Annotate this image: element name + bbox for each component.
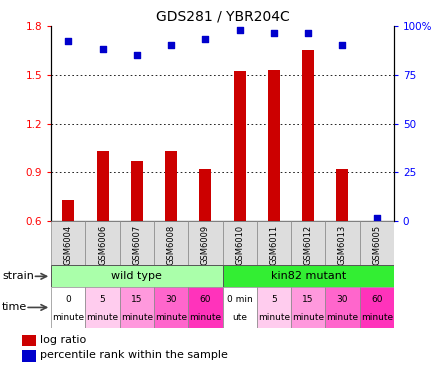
Text: GSM6004: GSM6004 xyxy=(64,225,73,265)
Bar xyxy=(188,221,222,265)
Bar xyxy=(85,287,120,328)
Text: kin82 mutant: kin82 mutant xyxy=(271,271,346,281)
Text: 0 min: 0 min xyxy=(227,295,252,304)
Text: minute: minute xyxy=(326,313,359,322)
Text: 15: 15 xyxy=(131,295,142,304)
Text: GSM6005: GSM6005 xyxy=(372,225,381,265)
Text: GSM6006: GSM6006 xyxy=(98,225,107,265)
Text: minute: minute xyxy=(292,313,324,322)
Bar xyxy=(257,287,291,328)
Point xyxy=(305,30,312,36)
Bar xyxy=(234,71,246,221)
Bar xyxy=(360,221,394,265)
Bar xyxy=(188,287,222,328)
Bar xyxy=(51,221,85,265)
Text: GSM6013: GSM6013 xyxy=(338,225,347,265)
Point xyxy=(99,46,106,52)
Text: minute: minute xyxy=(360,313,393,322)
Text: 30: 30 xyxy=(337,295,348,304)
Text: 5: 5 xyxy=(271,295,277,304)
Text: minute: minute xyxy=(189,313,222,322)
Bar xyxy=(302,50,314,221)
Bar xyxy=(120,221,154,265)
Text: time: time xyxy=(2,302,28,313)
Text: strain: strain xyxy=(2,271,34,281)
Bar xyxy=(154,221,188,265)
Text: minute: minute xyxy=(86,313,119,322)
Text: minute: minute xyxy=(258,313,290,322)
Bar xyxy=(222,221,257,265)
Text: GSM6012: GSM6012 xyxy=(303,225,313,265)
Text: GSM6009: GSM6009 xyxy=(201,225,210,265)
Bar xyxy=(325,221,360,265)
Bar xyxy=(131,161,143,221)
Text: 30: 30 xyxy=(166,295,177,304)
Bar xyxy=(291,287,325,328)
Title: GDS281 / YBR204C: GDS281 / YBR204C xyxy=(156,9,289,23)
Text: log ratio: log ratio xyxy=(40,335,87,345)
Bar xyxy=(325,287,360,328)
Point xyxy=(271,30,278,36)
Text: minute: minute xyxy=(121,313,153,322)
Text: ute: ute xyxy=(232,313,247,322)
Text: minute: minute xyxy=(52,313,85,322)
Point xyxy=(236,27,243,33)
Text: GSM6011: GSM6011 xyxy=(269,225,279,265)
Bar xyxy=(51,265,223,287)
Bar xyxy=(360,287,394,328)
Point xyxy=(339,42,346,48)
Bar xyxy=(336,169,348,221)
Bar xyxy=(257,221,291,265)
Point xyxy=(373,214,380,220)
Text: percentile rank within the sample: percentile rank within the sample xyxy=(40,350,228,360)
Point xyxy=(65,38,72,44)
Bar xyxy=(222,287,257,328)
Point xyxy=(202,36,209,42)
Point xyxy=(168,42,175,48)
Bar xyxy=(22,350,36,362)
Bar xyxy=(199,169,211,221)
Text: GSM6008: GSM6008 xyxy=(166,225,176,265)
Bar xyxy=(51,287,85,328)
Bar xyxy=(22,335,36,346)
Text: wild type: wild type xyxy=(111,271,162,281)
Bar xyxy=(165,151,177,221)
Text: 15: 15 xyxy=(303,295,314,304)
Bar xyxy=(291,221,325,265)
Bar xyxy=(154,287,188,328)
Text: 60: 60 xyxy=(200,295,211,304)
Bar xyxy=(62,200,74,221)
Bar xyxy=(222,265,394,287)
Text: 5: 5 xyxy=(100,295,105,304)
Text: GSM6010: GSM6010 xyxy=(235,225,244,265)
Bar xyxy=(85,221,120,265)
Bar xyxy=(268,70,280,221)
Text: minute: minute xyxy=(155,313,187,322)
Text: GSM6007: GSM6007 xyxy=(132,225,142,265)
Text: 0: 0 xyxy=(65,295,71,304)
Bar xyxy=(97,151,109,221)
Text: 60: 60 xyxy=(371,295,382,304)
Point xyxy=(134,52,141,58)
Bar xyxy=(120,287,154,328)
